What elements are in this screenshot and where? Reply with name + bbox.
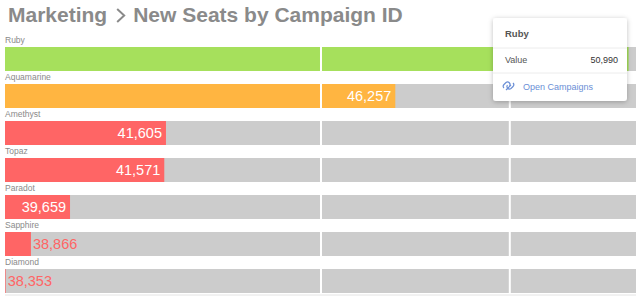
bars — [5, 47, 629, 293]
bar — [5, 158, 164, 182]
tooltip-link[interactable]: Open Campaigns — [523, 82, 594, 92]
chart-svg: Marketing New Seats by Campaign ID Ruby Aqu… — [0, 0, 640, 302]
data-label: 41,571 — [116, 162, 160, 178]
grid-line — [320, 47, 322, 293]
grid — [5, 47, 636, 295]
title: New Seats by Campaign ID — [133, 3, 403, 26]
bar — [5, 232, 31, 256]
link-icon — [503, 82, 513, 90]
breadcrumb-chevron — [117, 9, 124, 22]
category-label: Amethyst — [5, 109, 41, 119]
chart-root: Marketing New Seats by Campaign ID Ruby Aqu… — [0, 0, 640, 302]
labels: Ruby Aquamarine Amethyst Topaz Paradot Sapphi… — [5, 35, 391, 289]
title-group: Marketing New Seats by Campaign ID — [8, 3, 403, 26]
bar — [5, 195, 70, 219]
tooltip-divider — [493, 73, 627, 74]
tooltip-label: Value — [505, 55, 527, 65]
category-label: Aquamarine — [5, 72, 51, 82]
tooltip-box — [493, 18, 627, 101]
category-label: Topaz — [5, 146, 28, 156]
bar — [5, 84, 395, 108]
category-label: Ruby — [5, 35, 26, 45]
tooltip: Ruby Value 50,990 Open Campaigns — [493, 18, 627, 101]
data-label: 38,353 — [8, 273, 52, 289]
tooltip-divider — [493, 48, 627, 49]
bar — [5, 121, 166, 145]
category-label: Paradot — [5, 183, 35, 193]
data-label: 39,659 — [22, 199, 66, 215]
data-label: 41,605 — [118, 125, 162, 141]
breadcrumb: Marketing — [8, 3, 107, 26]
axis-line — [5, 295, 636, 296]
category-label: Diamond — [5, 257, 39, 267]
tooltip-value: 50,990 — [590, 55, 618, 65]
tooltip-title: Ruby — [505, 28, 529, 39]
bar — [5, 269, 6, 293]
data-label: 38,866 — [33, 236, 77, 252]
category-label: Sapphire — [5, 220, 39, 230]
bar-backgrounds — [5, 47, 636, 293]
data-label: 46,257 — [347, 88, 391, 104]
